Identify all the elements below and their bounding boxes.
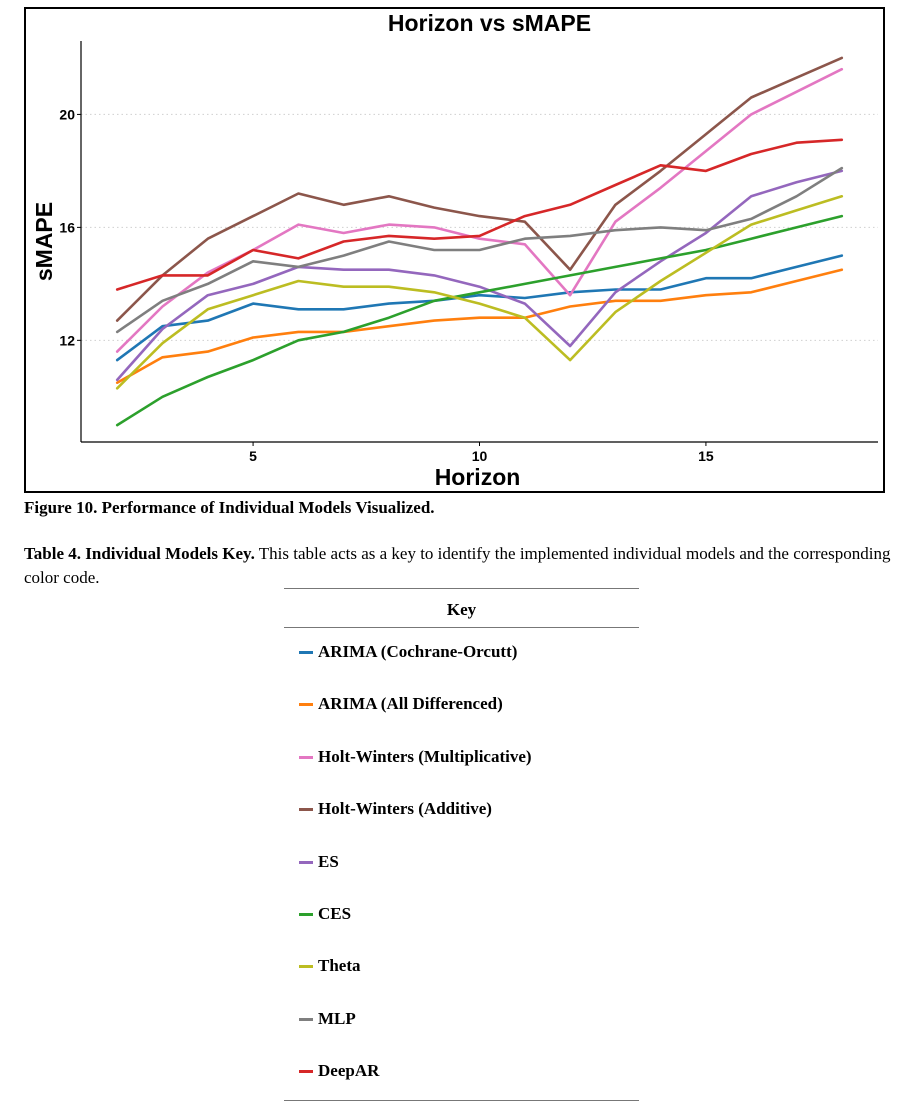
series-line-4: [115, 169, 844, 382]
key-table: Key ARIMA (Cochrane-Orcutt) ARIMA (All D…: [284, 588, 639, 1101]
y-axis-label: sMAPE: [31, 202, 57, 281]
key-swatch: [299, 651, 313, 654]
key-swatch: [299, 703, 313, 707]
key-swatch: [299, 755, 313, 759]
series-line-3: [115, 56, 844, 322]
series-line-8: [115, 138, 844, 291]
x-tick-label: 10: [472, 448, 488, 464]
y-tick-label: 16: [59, 219, 75, 235]
x-tick-label: 5: [249, 448, 257, 464]
series-line-5: [115, 214, 844, 427]
chart-title: Horizon vs sMAPE: [388, 10, 591, 36]
table-caption: Table 4. Individual Models Key. This tab…: [24, 542, 904, 590]
key-row: Holt-Winters (Multiplicative): [284, 733, 639, 785]
x-tick-label: 15: [698, 448, 714, 464]
key-row: MLP: [284, 995, 639, 1047]
chart-figure: Horizon vs sMAPE 12 16 20 5 10 15 Horizon sMAPE: [24, 7, 885, 493]
key-label: ARIMA (Cochrane-Orcutt): [318, 642, 518, 661]
series-line-0: [115, 254, 844, 362]
key-row: Holt-Winters (Additive): [284, 785, 639, 837]
key-label: Theta: [318, 956, 361, 976]
x-axis-label: Horizon: [435, 464, 521, 490]
figure-caption: Figure 10. Performance of Individual Mod…: [24, 496, 435, 520]
figure-caption-label: Figure 10.: [24, 498, 98, 517]
series-line-7: [115, 166, 844, 334]
key-label: ARIMA (All Differenced): [318, 694, 503, 714]
key-swatch: [299, 1070, 313, 1074]
key-label: DeepAR: [318, 1061, 380, 1081]
key-label: Holt-Winters (Additive): [318, 799, 492, 819]
key-table-header: Key: [284, 589, 639, 628]
table-caption-text: This table acts as a key to identify the…: [24, 544, 891, 587]
key-row: ES: [284, 838, 639, 890]
y-tick-label: 12: [59, 332, 75, 348]
key-row: Theta: [284, 942, 639, 994]
key-label: ES: [318, 851, 339, 871]
table-caption-label: Table 4. Individual Models Key.: [24, 544, 255, 563]
key-row: ARIMA (Cochrane-Orcutt): [284, 628, 639, 680]
key-swatch: [299, 808, 313, 812]
key-row: CES: [284, 890, 639, 942]
key-row: DeepAR: [284, 1047, 639, 1099]
series-line-6: [115, 195, 844, 390]
figure-caption-text: Performance of Individual Models Visuali…: [97, 498, 435, 517]
key-swatch: [299, 860, 313, 864]
series-line-1: [115, 268, 844, 385]
y-tick-label: 20: [59, 106, 75, 122]
key-swatch: [299, 965, 313, 969]
key-label: CES: [318, 903, 352, 923]
key-row: ARIMA (All Differenced): [284, 680, 639, 732]
key-swatch: [299, 912, 313, 916]
key-label: MLP: [318, 1008, 356, 1028]
key-swatch: [299, 1017, 313, 1021]
line-chart: Horizon vs sMAPE 12 16 20 5 10 15 Horizon sMAPE: [24, 7, 885, 493]
key-label: Holt-Winters (Multiplicative): [318, 746, 532, 766]
